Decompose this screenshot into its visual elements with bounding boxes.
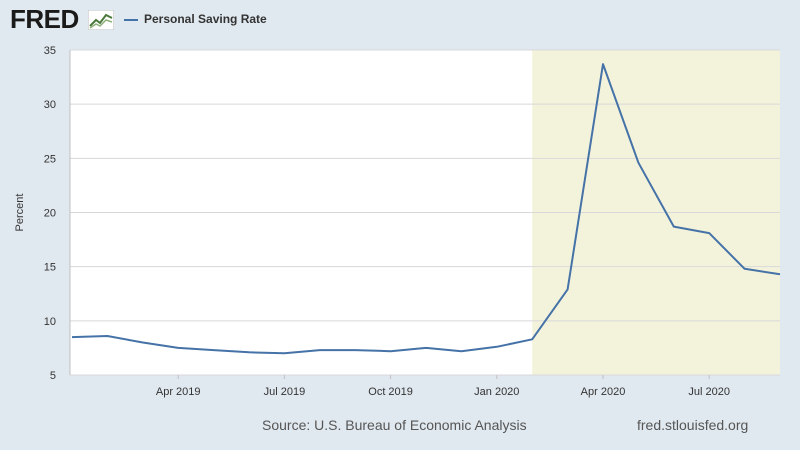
legend-label: Personal Saving Rate (144, 12, 267, 26)
x-tick-label: Jan 2020 (474, 386, 519, 398)
fred-graph-icon (88, 10, 114, 30)
x-tick-label: Oct 2019 (368, 386, 413, 398)
y-tick-label: 10 (44, 316, 56, 328)
x-tick-label: Apr 2020 (581, 386, 626, 398)
chart-header: FRED Personal Saving Rate (0, 0, 800, 44)
y-tick-label: 20 (44, 208, 56, 220)
fred-logo: FRED (10, 4, 79, 34)
series-line (71, 63, 781, 355)
y-axis-label: Percent (14, 194, 26, 232)
x-tick-label: Apr 2019 (156, 386, 201, 398)
y-tick-label: 25 (44, 153, 56, 165)
x-tick-label: Jul 2020 (688, 386, 730, 398)
x-tick-label: Jul 2019 (264, 386, 306, 398)
y-tick-label: 15 (44, 262, 56, 274)
y-tick-label: 35 (44, 45, 56, 57)
y-tick-label: 5 (50, 370, 56, 382)
source-note: Source: U.S. Bureau of Economic Analysis (262, 417, 527, 433)
y-tick-label: 30 (44, 99, 56, 111)
site-link[interactable]: fred.stlouisfed.org (637, 417, 749, 433)
legend-swatch (124, 19, 138, 21)
